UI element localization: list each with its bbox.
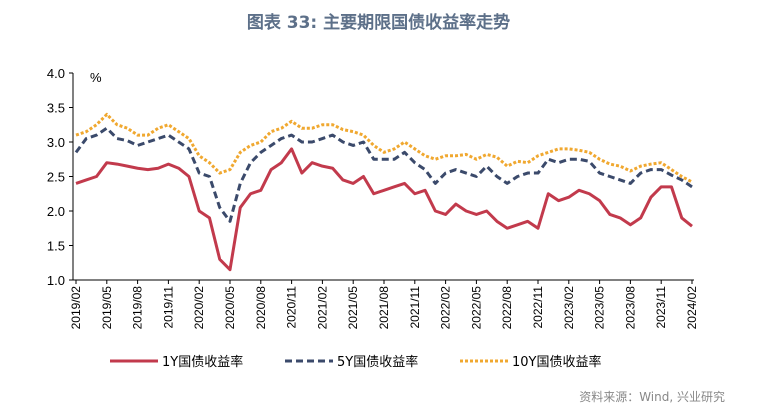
x-tick-label: 2023/05 [593, 286, 607, 330]
x-tick-label: 2023/02 [562, 286, 576, 330]
y-tick-label: 1.0 [47, 273, 65, 288]
x-tick-label: 2019/11 [161, 286, 175, 329]
x-tick-label: 2020/05 [223, 286, 237, 330]
x-tick-label: 2021/02 [315, 286, 329, 330]
y-tick-label: 4.0 [47, 66, 65, 81]
x-tick-label: 2021/08 [377, 286, 391, 330]
x-tick-label: 2023/11 [654, 286, 668, 329]
y-tick-label: 2.5 [47, 170, 65, 185]
x-tick-label: 2019/02 [69, 286, 83, 330]
x-tick-label: 2019/08 [131, 286, 145, 330]
x-tick-label: 2020/08 [254, 286, 268, 330]
y-tick-label: 3.5 [47, 101, 65, 116]
x-tick-label: 2020/02 [192, 286, 206, 330]
x-tick-label: 2023/08 [623, 286, 637, 330]
y-tick-label: 1.5 [47, 239, 65, 254]
x-tick-label: 2021/11 [408, 286, 422, 329]
legend-label: 5Y国债收益率 [337, 354, 418, 370]
x-tick-label: 2022/08 [500, 286, 514, 330]
x-tick-label: 2024/02 [685, 286, 699, 330]
y-tick-label: 2.0 [47, 204, 65, 219]
x-tick-label: 2020/11 [285, 286, 299, 329]
x-tick-label: 2019/05 [100, 286, 114, 330]
legend-label: 10Y国债收益率 [512, 354, 601, 370]
y-tick-label: 3.0 [47, 135, 65, 150]
series-line-2 [74, 126, 693, 223]
chart-title: 图表 33: 主要期限国债收益率走势 [246, 13, 511, 33]
x-tick-label: 2022/11 [531, 286, 545, 329]
series-line-1 [75, 147, 693, 272]
x-tick-label: 2022/02 [439, 286, 453, 330]
y-axis-unit: % [90, 70, 102, 85]
legend-label: 1Y国债收益率 [162, 354, 243, 370]
source-note: 资料来源：Wind, 兴业研究 [579, 390, 725, 404]
x-tick-label: 2021/05 [346, 286, 360, 330]
x-tick-label: 2022/05 [469, 286, 483, 330]
